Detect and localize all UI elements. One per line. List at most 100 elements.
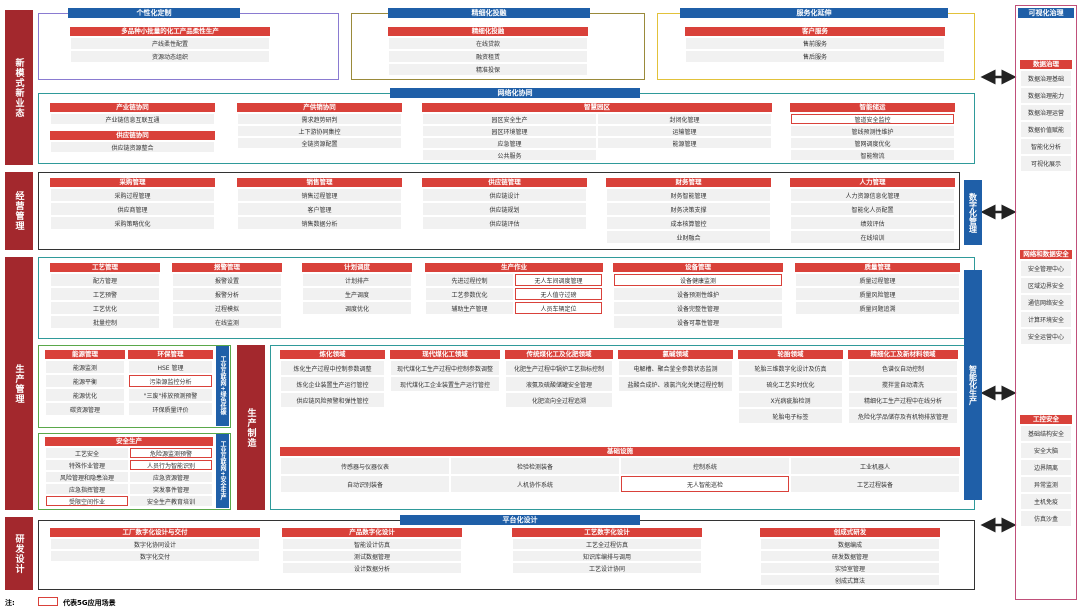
module-item: 财务决策支撑 bbox=[607, 203, 770, 215]
module-item: 异常监测 bbox=[1021, 477, 1071, 492]
module-item: 工艺参数优化 bbox=[426, 288, 513, 300]
module-header: 工厂数字化设计与交付 bbox=[50, 528, 260, 537]
module-item: 风险管理和隐患治理 bbox=[46, 472, 128, 482]
module-header: 采购管理 bbox=[50, 178, 215, 187]
module-item: 精准投保 bbox=[389, 64, 587, 75]
module-item: 轮胎三维数字化设计及仿真 bbox=[739, 361, 842, 375]
module-item: 管网调度优化 bbox=[791, 138, 954, 148]
panel-header: 个性化定制 bbox=[68, 8, 240, 18]
module-item: 危险化学品储存及有机物排放管理 bbox=[849, 409, 957, 423]
module-item: 数据治理运营 bbox=[1021, 105, 1071, 120]
module-item: 封闭化管理 bbox=[598, 114, 771, 124]
module-item: 数据治理基础 bbox=[1021, 71, 1071, 86]
module-item: 无人值守过磅 bbox=[515, 288, 602, 300]
module-header: 轮胎领域 bbox=[738, 350, 843, 359]
module-item: 售后服务 bbox=[686, 51, 944, 62]
module-item: 供应链设计 bbox=[423, 189, 586, 201]
module-item: 质量风险管理 bbox=[796, 288, 959, 300]
module-item: 设备健康监测 bbox=[614, 274, 782, 286]
module-item: 边界隔离 bbox=[1021, 460, 1071, 475]
module-item: 设备可靠性管理 bbox=[614, 316, 782, 328]
module-item: 设计数据分析 bbox=[283, 563, 461, 573]
module-header: 智慧园区 bbox=[422, 103, 772, 112]
panel-header: 网络化协同 bbox=[390, 88, 640, 98]
module-item: 数字化交付 bbox=[51, 551, 259, 561]
module-header: 计划调度 bbox=[302, 263, 412, 272]
module-item: 绩效评估 bbox=[791, 217, 954, 229]
module-item: 销售过程管理 bbox=[238, 189, 401, 201]
module-header: 网络和数据安全 bbox=[1020, 250, 1072, 259]
module-item: 环保质量评价 bbox=[129, 403, 212, 415]
module-item: 污染源监控分析 bbox=[129, 375, 212, 387]
module-item: 安全运营中心 bbox=[1021, 329, 1071, 344]
panel-header: 可视化治理 bbox=[1018, 8, 1074, 18]
module-item: 园区安全生产 bbox=[423, 114, 596, 124]
module-item: 计算环境安全 bbox=[1021, 312, 1071, 327]
module-item: 售前服务 bbox=[686, 38, 944, 49]
module-item: 工艺设计协同 bbox=[513, 563, 701, 573]
module-item: 测试数据管理 bbox=[283, 551, 461, 561]
module-header: 环保管理 bbox=[128, 350, 213, 359]
module-item: 计划排产 bbox=[303, 274, 411, 286]
panel-header: 精细化投融 bbox=[388, 8, 590, 18]
module-item: 设备完整性管理 bbox=[614, 302, 782, 314]
module-item: 通信网络安全 bbox=[1021, 295, 1071, 310]
module-item: 创成式算法 bbox=[761, 575, 939, 585]
module-item: 能源管理 bbox=[598, 138, 771, 148]
module-item: 需求趋势研判 bbox=[238, 114, 401, 124]
module-item: 控制系统 bbox=[621, 458, 789, 474]
module-item: 人力资源信息化管理 bbox=[791, 189, 954, 201]
module-item: 危险源监测预警 bbox=[130, 448, 212, 458]
module-item: 生产调度 bbox=[303, 288, 411, 300]
frame bbox=[38, 345, 231, 428]
module-item: 工艺预警 bbox=[51, 288, 159, 300]
module-item: 供应链评估 bbox=[423, 217, 586, 229]
frame bbox=[38, 433, 231, 510]
module-item: 设备预测性维护 bbox=[614, 288, 782, 300]
module-item: 能源平衡 bbox=[46, 375, 124, 387]
module-header: 精细化投融 bbox=[388, 27, 588, 36]
legend-swatch bbox=[38, 597, 58, 606]
module-item: 先进过程控制 bbox=[426, 274, 513, 286]
module-header: 智能储运 bbox=[790, 103, 955, 112]
module-item: 能源优化 bbox=[46, 389, 124, 401]
module-header: 多品种小批量的化工产品柔性生产 bbox=[70, 27, 270, 36]
module-item: 报警分析 bbox=[173, 288, 281, 300]
module-item: 突发事件管理 bbox=[130, 484, 212, 494]
module-item: 质量过程管理 bbox=[796, 274, 959, 286]
module-header: 财务管理 bbox=[606, 178, 771, 187]
module-item: 智能化人员配置 bbox=[791, 203, 954, 215]
vertical-label: 生产制造 bbox=[237, 345, 265, 510]
module-header: 现代煤化工领域 bbox=[390, 350, 500, 359]
module-item: 数字化协同设计 bbox=[51, 539, 259, 549]
module-item: 工艺优化 bbox=[51, 302, 159, 314]
module-header: 数据治理 bbox=[1020, 60, 1072, 69]
module-header: 供应链管理 bbox=[422, 178, 587, 187]
vertical-label: 工业互联网+安全生产 bbox=[216, 434, 229, 508]
module-item: 炼化企业装置生产运行管控 bbox=[281, 377, 384, 391]
module-item: 批量控制 bbox=[51, 316, 159, 328]
module-item: 硫化工艺实时优化 bbox=[739, 377, 842, 391]
module-item: 智能设计仿真 bbox=[283, 539, 461, 549]
module-item: 安全大脑 bbox=[1021, 443, 1071, 458]
module-item: 基础结构安全 bbox=[1021, 426, 1071, 441]
module-item: 无人车间调度管理 bbox=[515, 274, 602, 286]
module-item: 化肥生产过程中锅炉工艺指标控制 bbox=[506, 361, 612, 375]
module-item: 区域边界安全 bbox=[1021, 278, 1071, 293]
module-item: 液氨及硫酸储罐安全管理 bbox=[506, 377, 612, 391]
module-header: 产供销协同 bbox=[237, 103, 402, 112]
module-item: 搅拌釜自动清洗 bbox=[849, 377, 957, 391]
module-item: 电解槽、聚合釜全参数状态监测 bbox=[619, 361, 732, 375]
module-item: 应急资源管理 bbox=[130, 472, 212, 482]
module-item: 工业机器人 bbox=[791, 458, 959, 474]
module-item: 供应链资源整合 bbox=[51, 142, 214, 152]
module-item: 产业链信息互联互通 bbox=[51, 114, 214, 124]
section-label: 研发设计 bbox=[5, 517, 33, 590]
module-item: 融资租赁 bbox=[389, 51, 587, 62]
module-header: 生产作业 bbox=[425, 263, 603, 272]
module-item: 应急管理 bbox=[423, 138, 596, 148]
side-label: 智能化生产 bbox=[964, 270, 982, 500]
module-header: 基础设施 bbox=[280, 447, 960, 456]
module-header: 人力管理 bbox=[790, 178, 955, 187]
module-item: 数据价值赋能 bbox=[1021, 122, 1071, 137]
